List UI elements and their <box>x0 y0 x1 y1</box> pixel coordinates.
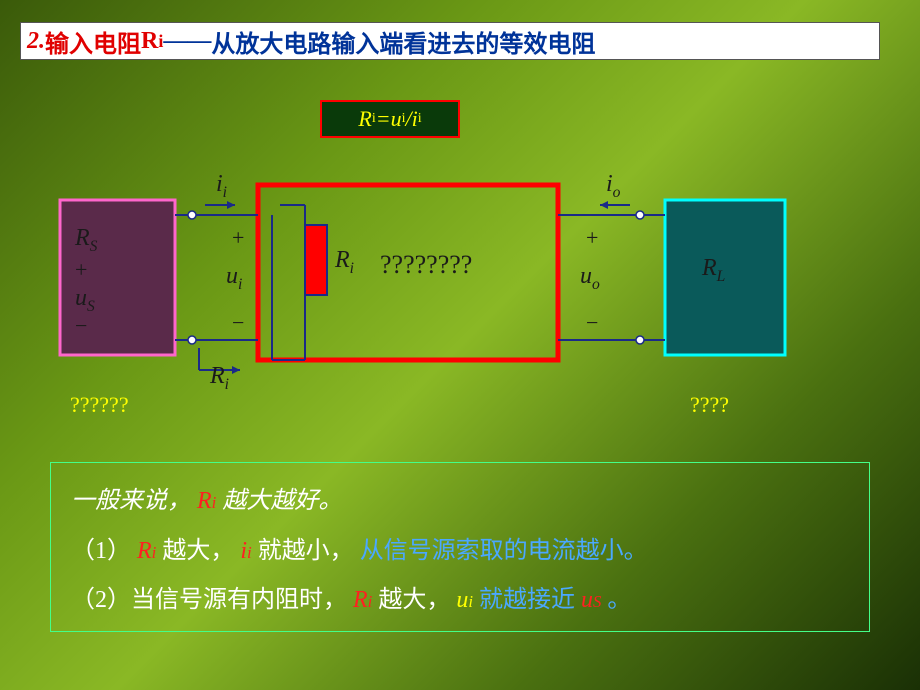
svg-text:+: + <box>75 257 87 282</box>
svg-text:−: − <box>232 310 244 335</box>
svg-text:Ri: Ri <box>334 247 354 277</box>
svg-text:uo: uo <box>580 263 600 293</box>
note-line-3: （2）当信号源有内阻时， Ri 越大， ui 就越接近 uS 。 <box>71 578 849 624</box>
svg-text:+: + <box>586 225 598 250</box>
f-R: R <box>358 106 371 132</box>
svg-text:+: + <box>232 225 244 250</box>
circuit-diagram: iiiouiuoRSuSRLRiRi+−+−+−???????? <box>0 165 920 415</box>
q-left: ?????? <box>70 392 129 418</box>
svg-text:−: − <box>586 310 598 335</box>
f-u: u <box>391 106 402 132</box>
svg-text:−: − <box>75 313 87 338</box>
svg-text:ii: ii <box>216 171 227 201</box>
svg-text:Ri: Ri <box>209 363 229 393</box>
circuit-svg: iiiouiuoRSuSRLRiRi+−+−+−???????? <box>0 165 920 415</box>
title-band: 2. 输入电阻 R i —— 从放大电路输入端看进去的等效电阻 <box>20 22 880 60</box>
title-dash: —— <box>163 28 211 55</box>
q-right: ???? <box>690 392 729 418</box>
note-line-1: 一般来说， Ri 越大越好。 <box>71 479 849 525</box>
f-i-sub: i <box>418 111 422 127</box>
svg-text:ui: ui <box>226 263 242 293</box>
title-number: 2. <box>27 28 45 55</box>
svg-text:io: io <box>606 171 621 201</box>
title-rest: 从放大电路输入端看进去的等效电阻 <box>211 24 595 59</box>
title-cn: 输入电阻 <box>45 24 141 59</box>
note-line-2: （1） Ri 越大， ii 就越小， 从信号源索取的电流越小。 <box>71 529 849 575</box>
f-eq: = <box>376 106 391 132</box>
svg-text:????????: ???????? <box>380 250 472 279</box>
title-R: R <box>141 28 158 55</box>
formula-box: Ri = ui / ii <box>320 100 460 138</box>
notes-box: 一般来说， Ri 越大越好。 （1） Ri 越大， ii 就越小， 从信号源索取… <box>50 462 870 632</box>
